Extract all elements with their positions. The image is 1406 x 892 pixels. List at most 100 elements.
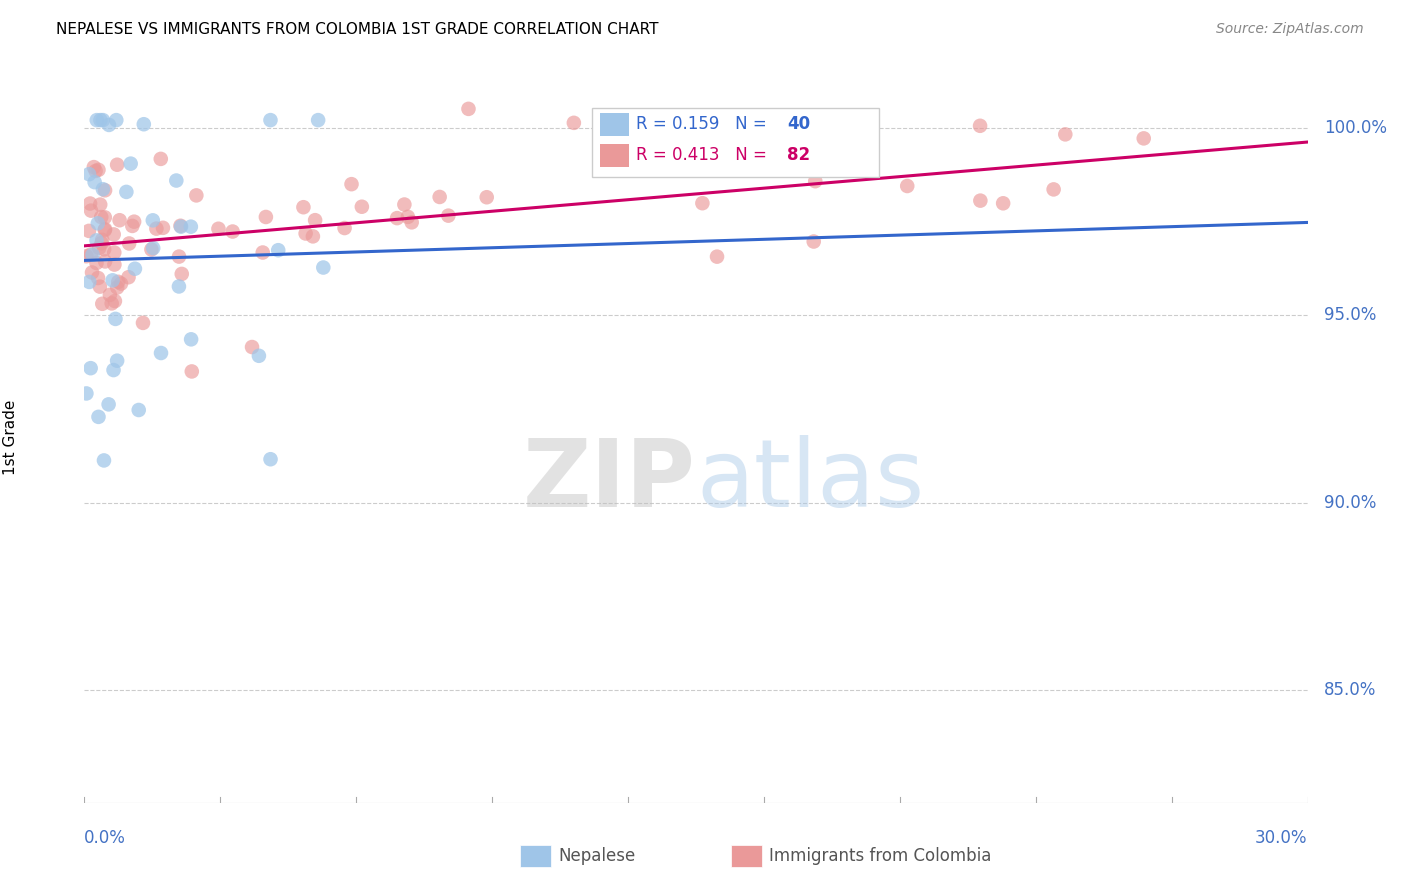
Text: R = 0.413   N =: R = 0.413 N = (636, 146, 772, 164)
Point (180, 219, 202, 234)
Point (91, 113, 114, 128)
Text: Immigrants from Colombia: Immigrants from Colombia (769, 847, 991, 865)
Point (84, 164, 107, 178)
Point (603, 162, 626, 177)
Point (118, 236, 141, 251)
Point (437, 209, 460, 223)
Point (90, 236, 112, 251)
Point (170, 219, 193, 234)
Point (149, 152, 172, 166)
Point (475, 190, 498, 204)
Point (75, 249, 97, 263)
Point (94, 254, 117, 268)
Point (98, 288, 121, 302)
Point (141, 243, 163, 257)
Point (394, 197, 416, 211)
Point (1054, 128, 1077, 142)
Point (142, 241, 165, 255)
Point (167, 279, 190, 293)
Point (103, 363, 125, 377)
Point (167, 250, 190, 264)
Point (312, 260, 335, 275)
Point (89, 113, 111, 128)
Point (706, 250, 728, 264)
Point (562, 116, 585, 130)
Text: 85.0%: 85.0% (1324, 681, 1376, 699)
Point (429, 190, 451, 204)
Point (122, 215, 145, 229)
Point (1042, 182, 1064, 196)
Text: NEPALESE VS IMMIGRANTS FROM COLOMBIA 1ST GRADE CORRELATION CHART: NEPALESE VS IMMIGRANTS FROM COLOMBIA 1ST… (56, 22, 659, 37)
Point (186, 188, 208, 202)
Point (87, 162, 110, 177)
Point (150, 346, 173, 360)
Point (94, 211, 117, 225)
Text: 95.0%: 95.0% (1324, 306, 1376, 324)
Point (104, 312, 127, 326)
Point (304, 213, 326, 227)
Point (969, 119, 991, 133)
Point (80, 247, 103, 261)
Point (108, 213, 131, 227)
Point (180, 364, 202, 378)
Text: ZIP: ZIP (523, 435, 696, 527)
Text: 30.0%: 30.0% (1256, 829, 1308, 847)
Point (128, 403, 150, 417)
Point (180, 332, 202, 346)
Point (252, 245, 274, 260)
Point (803, 235, 825, 249)
Point (90, 210, 112, 224)
Point (333, 221, 356, 235)
Point (115, 185, 138, 199)
Point (107, 275, 129, 289)
Point (120, 156, 142, 170)
Point (91, 182, 114, 196)
Point (267, 243, 290, 257)
Text: 0.0%: 0.0% (84, 829, 127, 847)
Point (254, 210, 277, 224)
Point (307, 113, 329, 128)
Point (94, 183, 117, 197)
Point (165, 173, 187, 187)
Point (87, 271, 110, 285)
Point (240, 340, 263, 354)
Text: atlas: atlas (696, 435, 924, 527)
Point (87, 216, 110, 230)
Point (401, 215, 423, 229)
Point (170, 267, 193, 281)
Text: R = 0.159   N =: R = 0.159 N = (636, 115, 772, 133)
Point (86, 113, 108, 128)
Point (124, 261, 146, 276)
Text: 1st Grade: 1st Grade (3, 400, 18, 475)
Point (259, 113, 281, 128)
Point (121, 219, 143, 233)
Text: Nepalese: Nepalese (558, 847, 636, 865)
Text: 82: 82 (787, 146, 810, 164)
Point (117, 270, 139, 285)
Point (132, 316, 155, 330)
Point (89, 279, 111, 293)
Point (692, 196, 714, 211)
Point (97, 397, 120, 411)
Point (302, 229, 325, 244)
Point (98, 118, 121, 132)
Point (340, 177, 363, 191)
Point (91, 297, 114, 311)
Point (169, 219, 191, 233)
Point (83, 160, 105, 174)
Point (103, 245, 125, 260)
Point (804, 174, 827, 188)
Point (91, 233, 114, 247)
Point (93, 453, 115, 467)
Point (80, 265, 103, 279)
Text: 100.0%: 100.0% (1324, 119, 1386, 136)
Point (80, 203, 103, 218)
Point (385, 211, 408, 226)
Point (221, 225, 243, 239)
Point (93, 242, 115, 256)
Point (82, 248, 104, 262)
Point (101, 273, 124, 287)
Point (105, 158, 128, 172)
Point (89, 197, 111, 211)
Point (259, 452, 281, 467)
